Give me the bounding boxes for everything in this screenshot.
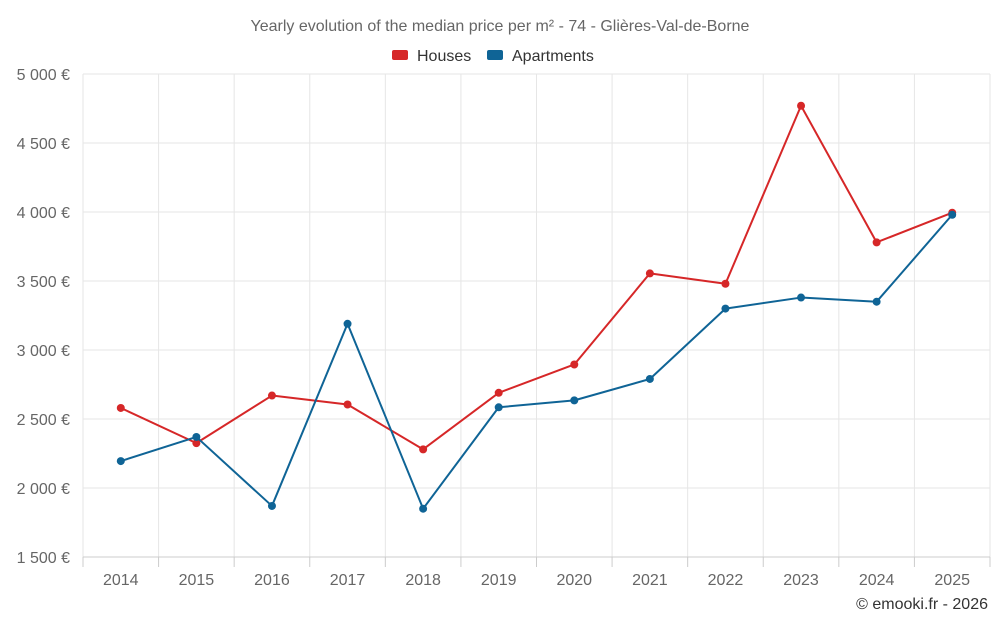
line-apartments bbox=[120, 214, 953, 510]
point-houses[interactable] bbox=[116, 403, 125, 412]
point-apartments[interactable] bbox=[343, 319, 352, 328]
series-apartments bbox=[116, 210, 957, 513]
y-tick-label: 4 500 € bbox=[17, 136, 70, 153]
point-houses[interactable] bbox=[192, 439, 201, 448]
y-tick-label: 2 000 € bbox=[17, 481, 70, 498]
point-houses[interactable] bbox=[872, 238, 881, 247]
point-apartments[interactable] bbox=[192, 432, 201, 441]
grid bbox=[82, 73, 991, 558]
y-tick-label: 5 000 € bbox=[17, 67, 70, 84]
x-tick-label: 2018 bbox=[405, 572, 441, 589]
credit-text: © emooki.fr - 2026 bbox=[856, 596, 988, 613]
x-tick-label: 2019 bbox=[481, 572, 517, 589]
y-tick-label: 3 000 € bbox=[17, 343, 70, 360]
point-apartments[interactable] bbox=[721, 304, 730, 313]
legend-label-apartments: Apartments bbox=[512, 48, 594, 65]
legend-label-houses: Houses bbox=[417, 48, 471, 65]
line-houses bbox=[120, 104, 953, 451]
point-houses[interactable] bbox=[419, 445, 428, 454]
point-apartments[interactable] bbox=[948, 210, 957, 219]
x-tick-label: 2021 bbox=[632, 572, 668, 589]
x-tick-label: 2023 bbox=[783, 572, 819, 589]
y-tick-label: 4 000 € bbox=[17, 205, 70, 222]
legend-swatch-apartments bbox=[487, 50, 503, 60]
y-tick-label: 1 500 € bbox=[17, 550, 70, 567]
point-houses[interactable] bbox=[267, 391, 276, 400]
x-axis: 2014 2015 2016 2017 2018 2019 2020 2021 2022 2023… bbox=[82, 557, 991, 589]
point-apartments[interactable] bbox=[419, 504, 428, 513]
point-houses[interactable] bbox=[721, 279, 730, 288]
x-tick-label: 2016 bbox=[254, 572, 290, 589]
x-tick-label: 2020 bbox=[556, 572, 592, 589]
point-apartments[interactable] bbox=[645, 374, 654, 383]
y-axis: 1 500 € 2 000 € 2 500 € 3 000 € 3 500 € 4 000… bbox=[17, 67, 70, 567]
y-tick-label: 2 500 € bbox=[17, 412, 70, 429]
point-houses[interactable] bbox=[570, 360, 579, 369]
point-houses[interactable] bbox=[494, 388, 503, 397]
series-group bbox=[116, 101, 957, 513]
x-tick-label: 2022 bbox=[708, 572, 744, 589]
chart-title: Yearly evolution of the median price per… bbox=[251, 18, 750, 35]
x-tick-label: 2024 bbox=[859, 572, 895, 589]
point-houses[interactable] bbox=[343, 400, 352, 409]
x-tick-label: 2017 bbox=[330, 572, 366, 589]
series-houses bbox=[116, 101, 957, 454]
legend-item-apartments[interactable]: Apartments bbox=[487, 48, 594, 65]
point-apartments[interactable] bbox=[116, 457, 125, 466]
point-apartments[interactable] bbox=[797, 293, 806, 302]
legend-swatch-houses bbox=[392, 50, 408, 60]
legend: Houses Apartments bbox=[392, 48, 594, 65]
x-tick-label: 2015 bbox=[179, 572, 215, 589]
point-apartments[interactable] bbox=[267, 501, 276, 510]
point-apartments[interactable] bbox=[872, 297, 881, 306]
point-houses[interactable] bbox=[797, 101, 806, 110]
legend-item-houses[interactable]: Houses bbox=[392, 48, 471, 65]
x-tick-label: 2014 bbox=[103, 572, 139, 589]
point-houses[interactable] bbox=[645, 269, 654, 278]
y-tick-label: 3 500 € bbox=[17, 274, 70, 291]
x-tick-label: 2025 bbox=[934, 572, 970, 589]
point-apartments[interactable] bbox=[570, 396, 579, 405]
point-apartments[interactable] bbox=[494, 403, 503, 412]
